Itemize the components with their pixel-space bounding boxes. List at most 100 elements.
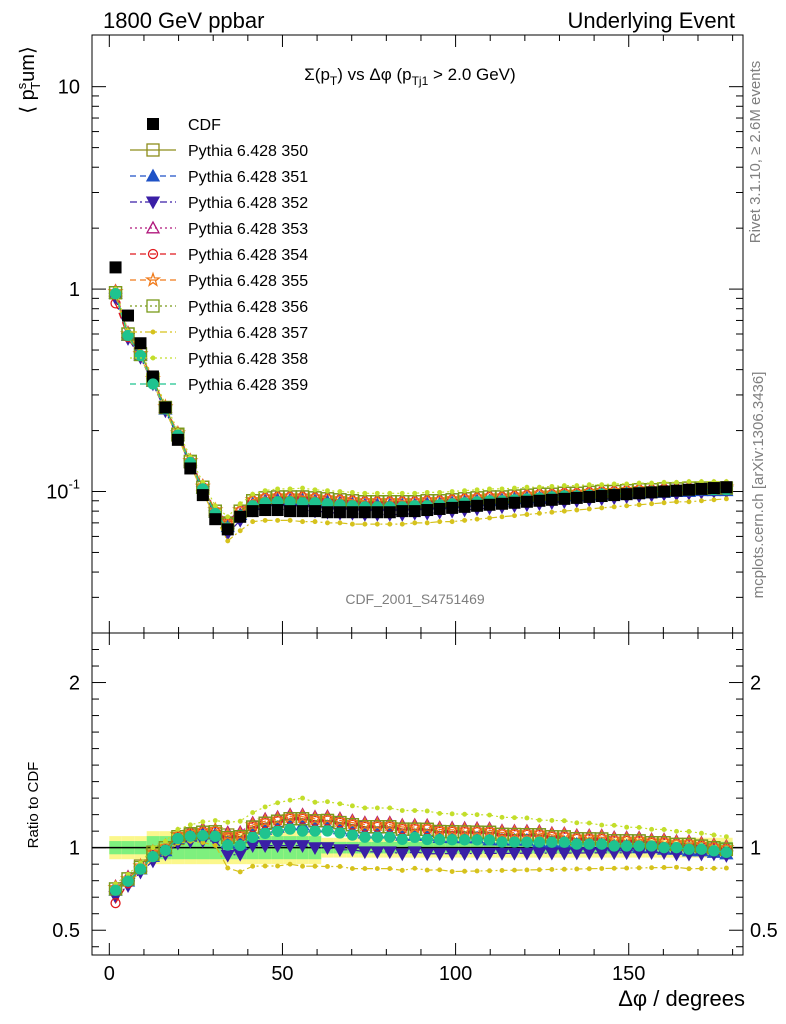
ratio-point: [674, 828, 679, 834]
ratio-point: [296, 825, 309, 837]
rivet-label: Rivet 3.1.10, ≥ 2.6M events: [747, 61, 764, 244]
ratio-point: [362, 866, 368, 872]
ratio-point: [372, 821, 383, 832]
ratio-point: [434, 833, 446, 846]
ratio-point: [312, 863, 318, 869]
data-point: [412, 520, 418, 526]
ratio-point: [437, 810, 443, 816]
x-tick-label: 100: [439, 963, 472, 985]
ratio-point: [200, 819, 206, 825]
ratio-point: [309, 825, 321, 837]
data-point: [221, 523, 234, 536]
data-point: [408, 505, 421, 518]
ratio-point: [262, 804, 268, 810]
ratio-point: [471, 834, 483, 846]
ratio-point: [621, 840, 633, 852]
legend-item: Pythia 6.428 356: [130, 299, 308, 316]
ratio-point: [147, 850, 159, 863]
legend-marker: [147, 118, 159, 130]
ratio-point: [287, 861, 293, 867]
data-point: [259, 504, 272, 517]
ratio-point: [449, 811, 455, 817]
data-point: [374, 490, 380, 496]
ratio-point: [345, 844, 360, 858]
data-point: [159, 401, 172, 414]
ratio-point: [633, 840, 645, 852]
ratio-point: [175, 826, 181, 832]
data-point: [586, 482, 592, 488]
data-point: [184, 462, 197, 475]
ratio-point: [337, 864, 343, 869]
y-tick-label: 1: [69, 279, 80, 301]
data-point: [275, 486, 281, 492]
ratio-point: [422, 824, 433, 835]
data-point: [109, 287, 122, 300]
ratio-point: [334, 827, 346, 839]
data-point: [225, 538, 231, 544]
legend-item: Pythia 6.428 358: [130, 351, 308, 368]
data-point: [698, 498, 704, 504]
ratio-point: [549, 817, 555, 823]
ratio-point: [395, 848, 410, 862]
data-point: [524, 484, 530, 490]
ratio-point: [481, 821, 498, 838]
ratio-point: [419, 818, 436, 835]
data-point: [296, 505, 309, 518]
ratio-point: [674, 864, 679, 870]
legend-label: Pythia 6.428 352: [188, 195, 308, 212]
ratio-point: [300, 863, 305, 869]
data-point: [474, 516, 480, 522]
ratio-point: [546, 836, 558, 848]
ratio-point: [162, 838, 168, 844]
ratio-point: [396, 833, 408, 846]
ratio-point: [362, 805, 368, 811]
data-point: [337, 489, 343, 494]
data-point: [246, 505, 259, 518]
ratio-point: [586, 866, 592, 872]
ratio-point: [359, 831, 371, 843]
series-line: [114, 288, 727, 518]
ratio-point: [698, 866, 704, 871]
ratio-point: [349, 803, 355, 809]
ratio-point: [496, 836, 508, 848]
data-point: [275, 517, 281, 523]
data-point: [358, 506, 371, 519]
ratio-point: [219, 826, 236, 842]
ratio-point: [309, 815, 321, 826]
data-point: [698, 479, 704, 485]
ratio-point: [407, 846, 422, 860]
ratio-point: [446, 834, 458, 846]
data-point: [695, 482, 708, 495]
ratio-point: [225, 865, 231, 871]
legend-marker: [150, 355, 156, 361]
mcplots-label: mcplots.cern.ch [arXiv:1306.3436]: [750, 372, 767, 599]
ratio-point: [247, 821, 258, 833]
data-point: [487, 515, 492, 521]
ratio-point: [272, 816, 283, 827]
data-point: [599, 505, 605, 511]
data-point: [312, 519, 318, 525]
data-point: [212, 503, 218, 509]
ratio-point: [636, 824, 642, 830]
left-title: 1800 GeV ppbar: [103, 8, 264, 33]
data-point: [349, 521, 355, 527]
ratio-point: [624, 865, 630, 871]
ratio-point: [212, 818, 218, 823]
ratio-point: [649, 826, 655, 832]
ratio-point: [184, 830, 196, 842]
ratio-point: [384, 831, 396, 843]
ratio-point: [686, 829, 692, 834]
legend-label: Pythia 6.428 354: [188, 247, 308, 264]
data-point: [349, 489, 355, 495]
watermark: CDF_2001_S4751469: [345, 591, 485, 607]
data-point: [624, 503, 630, 509]
ratio-point: [469, 821, 486, 838]
data-point: [471, 499, 484, 512]
data-point: [574, 483, 580, 489]
ratio-point: [349, 866, 355, 872]
ratio-point: [399, 867, 405, 873]
ratio-point: [512, 867, 517, 873]
legend-label: Pythia 6.428 353: [188, 221, 308, 238]
ratio-point: [670, 842, 683, 854]
data-point: [658, 485, 671, 498]
